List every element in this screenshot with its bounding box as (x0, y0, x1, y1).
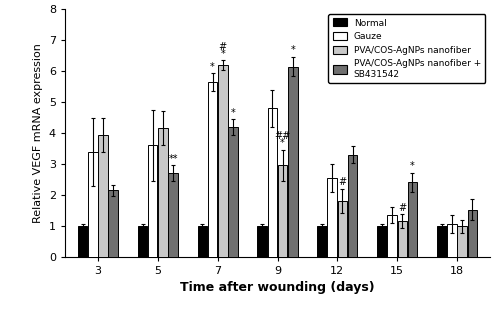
Bar (398, 221, 407, 257)
Text: *: * (410, 161, 415, 171)
Bar (108, 190, 118, 257)
Text: *: * (210, 62, 215, 72)
Bar (268, 108, 277, 257)
Bar (408, 182, 418, 257)
Bar (468, 210, 477, 257)
Legend: Normal, Gauze, PVA/COS-AgNPs nanofiber, PVA/COS-AgNPs nanofiber +
SB431542: Normal, Gauze, PVA/COS-AgNPs nanofiber, … (328, 14, 486, 83)
Bar (348, 155, 358, 257)
Text: *: * (230, 108, 235, 118)
Bar (318, 226, 327, 257)
Bar (338, 201, 347, 257)
Bar (98, 135, 108, 257)
Bar (228, 127, 237, 257)
Bar (138, 226, 147, 257)
Bar (208, 82, 218, 257)
Bar (328, 178, 337, 257)
Text: **: ** (168, 154, 178, 164)
Text: *: * (220, 49, 225, 59)
Text: *: * (290, 45, 295, 55)
Bar (458, 226, 467, 257)
Text: *: * (280, 138, 285, 148)
X-axis label: Time after wounding (days): Time after wounding (days) (180, 281, 375, 294)
Bar (158, 128, 168, 257)
Bar (258, 226, 267, 257)
Text: ##: ## (274, 131, 290, 141)
Y-axis label: Relative VEGF mRNA expression: Relative VEGF mRNA expression (34, 43, 43, 223)
Bar (288, 67, 298, 257)
Bar (388, 215, 397, 257)
Bar (168, 173, 178, 257)
Bar (447, 224, 457, 257)
Bar (78, 226, 88, 257)
Text: #: # (398, 203, 406, 213)
Bar (377, 226, 386, 257)
Bar (198, 226, 207, 257)
Bar (88, 151, 98, 257)
Bar (218, 65, 228, 257)
Bar (278, 166, 287, 257)
Bar (437, 226, 446, 257)
Text: #: # (338, 177, 346, 187)
Text: #: # (218, 42, 227, 52)
Bar (148, 145, 158, 257)
